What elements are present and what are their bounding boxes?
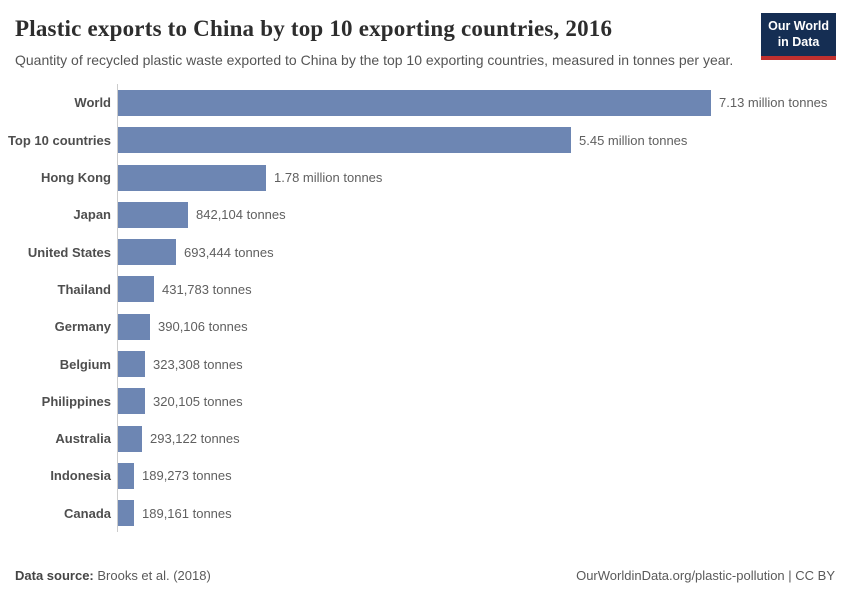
bar[interactable] — [118, 351, 145, 378]
bar-track: 693,444 tonnes — [117, 233, 850, 271]
category-label: Top 10 countries — [7, 132, 111, 148]
bar-track: 189,161 tonnes — [117, 494, 850, 532]
value-label: 323,308 tonnes — [153, 356, 243, 372]
value-label: 189,273 tonnes — [142, 468, 232, 484]
value-label: 5.45 million tonnes — [579, 132, 688, 148]
bar-track: 5.45 million tonnes — [117, 121, 850, 159]
bar[interactable] — [118, 425, 142, 452]
owid-logo-line1: Our World — [768, 19, 829, 33]
value-label: 1.78 million tonnes — [274, 170, 383, 186]
chart-row: Belgium 323,308 tonnes — [0, 345, 850, 383]
category-label: Hong Kong — [40, 170, 111, 186]
bar-chart: World 7.13 million tonnes Top 10 countri… — [0, 84, 850, 532]
category-label: United States — [27, 244, 111, 260]
bar[interactable] — [118, 313, 150, 340]
bar[interactable] — [118, 164, 266, 191]
chart-row: Canada 189,161 tonnes — [0, 494, 850, 532]
bar[interactable] — [118, 127, 571, 154]
value-label: 431,783 tonnes — [162, 281, 252, 297]
value-label: 7.13 million tonnes — [719, 95, 828, 111]
category-label: Canada — [64, 505, 111, 521]
bar-track: 842,104 tonnes — [117, 196, 850, 234]
bar-track: 7.13 million tonnes — [117, 84, 850, 122]
owid-logo-line2: in Data — [777, 35, 820, 50]
bar-track: 390,106 tonnes — [117, 308, 850, 346]
chart-row: Indonesia 189,273 tonnes — [0, 457, 850, 495]
category-label: Germany — [54, 319, 111, 335]
chart-footer: Data source: Brooks et al. (2018) OurWor… — [15, 568, 835, 583]
category-label: Thailand — [57, 281, 111, 297]
chart-row: Australia 293,122 tonnes — [0, 419, 850, 458]
footer-url-link[interactable]: OurWorldinData.org/plastic-pollution | C… — [576, 568, 835, 583]
chart-row: Hong Kong 1.78 million tonnes — [0, 158, 850, 197]
category-label: Japan — [73, 207, 111, 223]
chart-rows: World 7.13 million tonnes Top 10 countri… — [0, 84, 850, 532]
value-label: 320,105 tonnes — [153, 393, 243, 409]
owid-logo: Our World in Data — [761, 13, 836, 60]
value-label: 390,106 tonnes — [158, 319, 248, 335]
category-label: World — [74, 95, 111, 111]
chart-row: United States 693,444 tonnes — [0, 233, 850, 271]
data-source-link[interactable]: Data source: Brooks et al. (2018) — [15, 568, 211, 583]
bar[interactable] — [118, 388, 145, 415]
bar-track: 293,122 tonnes — [117, 419, 850, 458]
chart-row: Germany 390,106 tonnes — [0, 308, 850, 346]
chart-row: Philippines 320,105 tonnes — [0, 382, 850, 420]
value-label: 693,444 tonnes — [184, 244, 274, 260]
chart-subtitle: Quantity of recycled plastic waste expor… — [15, 52, 734, 68]
bar[interactable] — [118, 276, 154, 303]
bar-track: 323,308 tonnes — [117, 345, 850, 383]
data-source-label: Data source: — [15, 568, 94, 583]
data-source-value: Brooks et al. (2018) — [93, 568, 211, 583]
bar-track: 189,273 tonnes — [117, 457, 850, 495]
value-label: 293,122 tonnes — [150, 431, 240, 447]
chart-row: Thailand 431,783 tonnes — [0, 270, 850, 309]
bar-track: 431,783 tonnes — [117, 270, 850, 309]
bar[interactable] — [118, 500, 134, 527]
value-label: 842,104 tonnes — [196, 207, 286, 223]
value-label: 189,161 tonnes — [142, 505, 232, 521]
chart-row: Top 10 countries 5.45 million tonnes — [0, 121, 850, 159]
bar-track: 320,105 tonnes — [117, 382, 850, 420]
bar[interactable] — [118, 239, 176, 266]
chart-row: World 7.13 million tonnes — [0, 84, 850, 122]
category-label: Philippines — [41, 393, 111, 409]
category-label: Belgium — [59, 356, 111, 372]
category-label: Indonesia — [50, 468, 111, 484]
bar-track: 1.78 million tonnes — [117, 158, 850, 197]
chart-row: Japan 842,104 tonnes — [0, 196, 850, 234]
bar[interactable] — [118, 462, 134, 489]
chart-title: Plastic exports to China by top 10 expor… — [15, 16, 613, 41]
category-label: Australia — [55, 431, 111, 447]
chart-header: Plastic exports to China by top 10 expor… — [0, 0, 850, 70]
bar[interactable] — [118, 89, 711, 116]
bar[interactable] — [118, 201, 188, 228]
